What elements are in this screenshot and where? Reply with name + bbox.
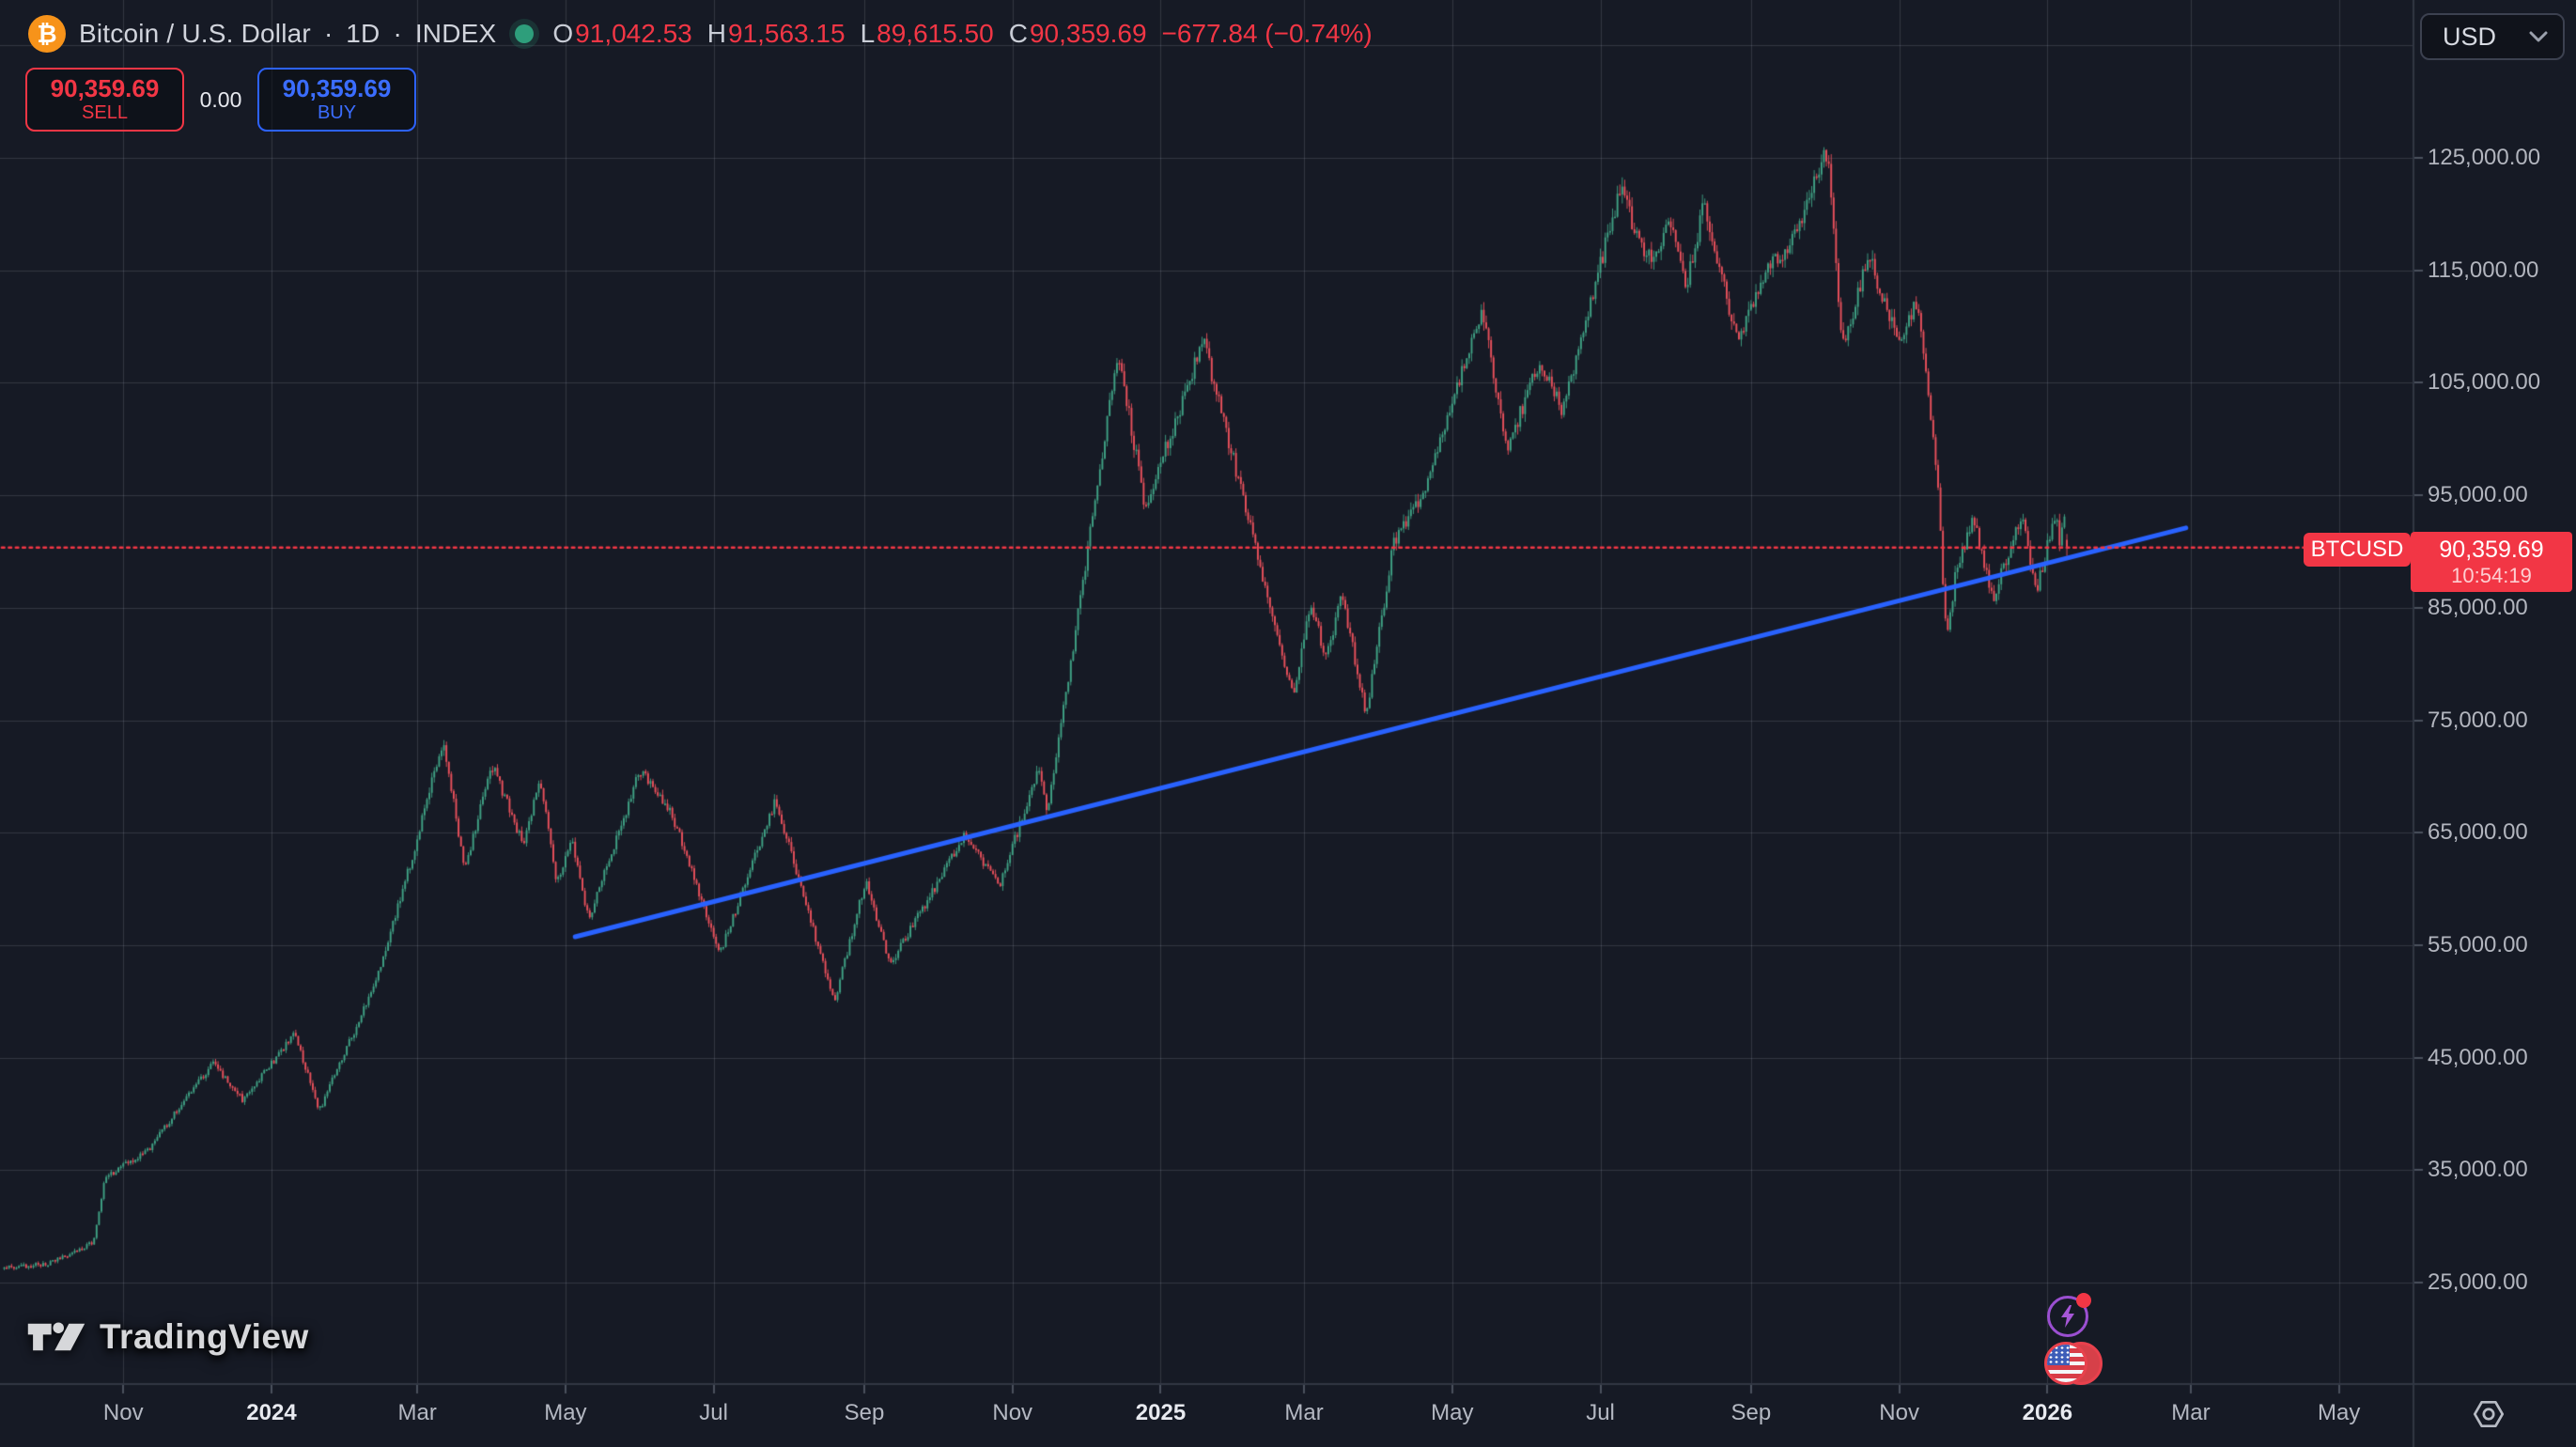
price-tick-label: 25,000.00 xyxy=(2428,1269,2528,1296)
price-tick-label: 125,000.00 xyxy=(2428,145,2541,170)
high-value: 91,563.15 xyxy=(727,19,846,48)
buy-label: BUY xyxy=(317,102,357,124)
tradingview-logo[interactable]: TradingView xyxy=(26,1315,309,1359)
order-panel: 90,359.69 SELL 0.00 90,359.69 BUY xyxy=(25,68,416,132)
market-status-icon[interactable] xyxy=(515,24,535,43)
gear-icon xyxy=(2473,1400,2505,1428)
bitcoin-icon: ₿ xyxy=(28,15,66,53)
time-tick-label: Mar xyxy=(2171,1400,2211,1425)
sell-price: 90,359.69 xyxy=(50,74,160,103)
price-tick-label: 45,000.00 xyxy=(2428,1044,2528,1070)
open-label: O xyxy=(552,19,574,48)
market-flags-button[interactable] xyxy=(2044,1342,2110,1385)
time-tick-label: May xyxy=(544,1400,587,1425)
time-tick-label: 2024 xyxy=(246,1400,297,1425)
time-tick-label: Nov xyxy=(1879,1400,1919,1425)
time-tick-label: Jul xyxy=(699,1400,728,1425)
bar-countdown: 10:54:19 xyxy=(2451,563,2532,587)
interval-label[interactable]: 1D xyxy=(346,19,380,48)
time-tick-label: 2026 xyxy=(2022,1400,2073,1425)
us-flag-icon xyxy=(2044,1342,2087,1385)
price-tick-label: 55,000.00 xyxy=(2428,932,2528,957)
time-tick-label: Sep xyxy=(1730,1400,1772,1425)
boost-lightning-button[interactable] xyxy=(2047,1293,2091,1337)
price-tick-label: 35,000.00 xyxy=(2428,1157,2528,1183)
price-tick-label: 105,000.00 xyxy=(2428,369,2541,396)
time-tick-label: Sep xyxy=(844,1400,885,1425)
low-value: 89,615.50 xyxy=(877,19,994,48)
close-value: 90,359.69 xyxy=(1029,19,1147,48)
tradingview-logo-icon xyxy=(27,1322,85,1351)
price-tick-label: 115,000.00 xyxy=(2428,257,2539,283)
time-tick-label: May xyxy=(1431,1400,1474,1425)
lightning-icon xyxy=(2061,1305,2074,1328)
tradingview-logo-text: TradingView xyxy=(100,1317,309,1356)
time-tick-label: Nov xyxy=(102,1400,144,1425)
buy-price: 90,359.69 xyxy=(282,74,392,103)
price-tick-label: 65,000.00 xyxy=(2428,819,2528,846)
symbol-price-badge: BTCUSD xyxy=(2304,533,2411,567)
price-tick-label: 85,000.00 xyxy=(2428,594,2528,620)
sell-label: SELL xyxy=(82,102,128,124)
notification-dot xyxy=(2076,1293,2091,1308)
price-tick-label: 95,000.00 xyxy=(2428,482,2528,508)
high-label: H xyxy=(706,19,726,48)
low-label: L xyxy=(860,19,876,48)
separator-dot: · xyxy=(323,19,334,48)
symbol-title[interactable]: Bitcoin / U.S. Dollar xyxy=(79,19,311,48)
spread-value: 0.00 xyxy=(199,86,242,112)
close-label: C xyxy=(1008,19,1028,48)
open-value: 91,042.53 xyxy=(575,19,692,48)
chevron-down-icon xyxy=(2529,31,2548,42)
sell-button[interactable]: 90,359.69 SELL xyxy=(25,68,184,132)
buy-button[interactable]: 90,359.69 BUY xyxy=(257,68,416,132)
currency-value: USD xyxy=(2443,22,2497,51)
last-price-value: 90,359.69 xyxy=(2439,536,2544,563)
time-tick-label: Mar xyxy=(1284,1400,1324,1425)
change-value: −677.84 (−0.74%) xyxy=(1161,19,1373,48)
currency-selector[interactable]: USD xyxy=(2420,13,2565,60)
exchange-label[interactable]: INDEX xyxy=(414,19,497,48)
time-tick-label: Nov xyxy=(992,1400,1033,1425)
time-tick-label: 2025 xyxy=(1135,1400,1187,1425)
axis-settings-button[interactable] xyxy=(2473,1398,2505,1435)
separator-dot: · xyxy=(393,19,402,48)
time-tick-label: Mar xyxy=(397,1400,437,1425)
price-tick-label: 75,000.00 xyxy=(2428,707,2528,733)
last-price-label: 90,359.69 10:54:19 xyxy=(2411,532,2572,592)
time-tick-label: Jul xyxy=(1586,1400,1615,1425)
chart-legend: ₿ Bitcoin / U.S. Dollar · 1D · INDEX O91… xyxy=(28,15,1373,53)
time-tick-label: May xyxy=(2318,1400,2361,1425)
ohlc-readout: O91,042.53 H91,563.15 L89,615.50 C90,359… xyxy=(552,19,1372,49)
